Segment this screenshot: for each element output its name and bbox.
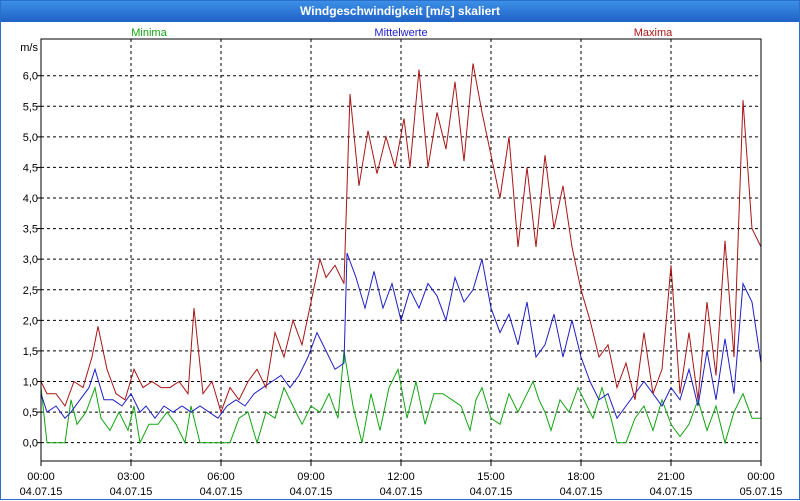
x-tick-time: 03:00 — [117, 471, 145, 483]
x-tick-time: 09:00 — [297, 471, 325, 483]
x-tick-time: 06:00 — [207, 471, 235, 483]
x-tick-date: 04.07.15 — [20, 486, 63, 498]
x-tick-time: 18:00 — [567, 471, 595, 483]
y-tick-label: 2,5 — [23, 285, 38, 297]
legend-maxima: Maxima — [634, 27, 673, 39]
y-tick-label: 4,5 — [23, 162, 38, 174]
x-tick-date: 04.07.15 — [110, 486, 153, 498]
x-tick-time: 00:00 — [747, 471, 775, 483]
x-tick-date: 05.07.15 — [740, 486, 783, 498]
y-tick-label: 2,0 — [23, 315, 38, 327]
y-tick-label: 6,0 — [23, 71, 38, 83]
y-tick-label: 1,0 — [23, 376, 38, 388]
legend-minima: Minima — [131, 27, 167, 39]
legend-mittelwerte: Mittelwerte — [374, 27, 427, 39]
y-tick-label: 5,0 — [23, 132, 38, 144]
y-tick-label: 1,5 — [23, 346, 38, 358]
y-tick-label: 4,0 — [23, 193, 38, 205]
x-tick-date: 04.07.15 — [650, 486, 693, 498]
x-tick-date: 04.07.15 — [380, 486, 423, 498]
x-tick-date: 04.07.15 — [560, 486, 603, 498]
x-tick-time: 21:00 — [657, 471, 685, 483]
x-tick-time: 00:00 — [27, 471, 55, 483]
x-tick-time: 12:00 — [387, 471, 415, 483]
y-tick-label: 3,5 — [23, 224, 38, 236]
y-tick-label: 5,5 — [23, 101, 38, 113]
x-tick-time: 15:00 — [477, 471, 505, 483]
plot-area — [40, 38, 762, 462]
y-tick-label: 0,5 — [23, 407, 38, 419]
x-tick-date: 04.07.15 — [470, 486, 513, 498]
series-line-minima — [40, 350, 761, 445]
y-tick-label: 0,0 — [23, 438, 38, 450]
series-line-maxima — [40, 63, 762, 414]
x-tick-date: 04.07.15 — [200, 486, 243, 498]
y-axis-label: m/s — [20, 42, 38, 54]
y-tick-label: 3,0 — [23, 254, 38, 266]
x-tick-date: 04.07.15 — [290, 486, 333, 498]
chart-title: Windgeschwindigkeit [m/s] skaliert — [1, 1, 799, 22]
series-line-mittelwerte — [40, 252, 762, 420]
